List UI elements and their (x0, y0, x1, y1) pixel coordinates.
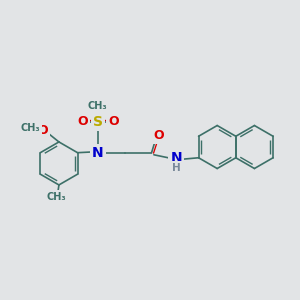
Text: H: H (172, 163, 181, 173)
Text: N: N (92, 146, 103, 160)
Text: CH₃: CH₃ (88, 101, 108, 111)
Text: O: O (77, 115, 88, 128)
Text: O: O (153, 129, 164, 142)
Text: CH₃: CH₃ (47, 193, 66, 202)
Text: O: O (37, 124, 48, 137)
Text: CH₃: CH₃ (20, 123, 40, 133)
Text: S: S (93, 115, 103, 129)
Text: N: N (170, 152, 182, 165)
Text: O: O (108, 115, 119, 128)
